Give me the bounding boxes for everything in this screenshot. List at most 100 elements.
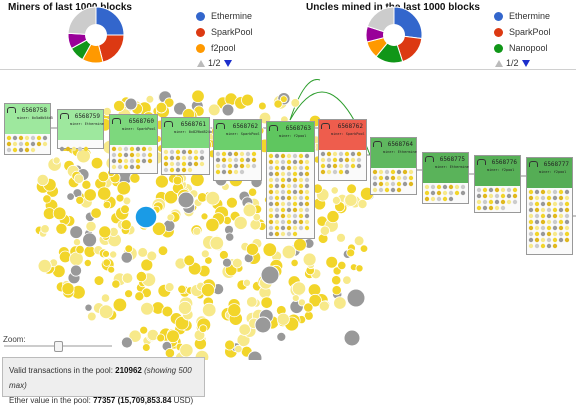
tx-dot[interactable] bbox=[6, 135, 12, 141]
transaction-coin[interactable] bbox=[279, 95, 288, 104]
transaction-coin[interactable] bbox=[241, 93, 254, 107]
tx-dot[interactable] bbox=[534, 237, 540, 243]
tx-dot[interactable] bbox=[528, 207, 534, 213]
tx-dot[interactable] bbox=[338, 157, 344, 163]
tx-dot[interactable] bbox=[540, 213, 546, 219]
transaction-coin[interactable] bbox=[120, 219, 132, 231]
transaction-coin[interactable] bbox=[331, 195, 341, 205]
tx-dot[interactable] bbox=[424, 190, 430, 196]
tx-dot[interactable] bbox=[129, 146, 135, 152]
tx-dot[interactable] bbox=[215, 151, 221, 157]
tx-dot[interactable] bbox=[500, 205, 506, 211]
tx-dot[interactable] bbox=[424, 184, 430, 190]
tx-dot[interactable] bbox=[436, 196, 442, 202]
tx-dot[interactable] bbox=[221, 169, 227, 175]
tx-dot[interactable] bbox=[123, 158, 129, 164]
tx-dot[interactable] bbox=[448, 184, 454, 190]
tx-dot[interactable] bbox=[320, 163, 326, 169]
large-transaction-coin[interactable] bbox=[247, 350, 263, 360]
large-transaction-coin[interactable] bbox=[124, 97, 138, 111]
tx-dot[interactable] bbox=[181, 161, 187, 167]
transaction-coin[interactable] bbox=[200, 212, 209, 221]
tx-dot[interactable] bbox=[512, 199, 518, 205]
tx-dot[interactable] bbox=[344, 163, 350, 169]
transaction-coin[interactable] bbox=[198, 324, 208, 333]
legend-item-ethermine[interactable]: Ethermine bbox=[196, 8, 253, 24]
tx-dot[interactable] bbox=[304, 213, 310, 219]
block-card[interactable]: 6568763 miner: f2pool bbox=[266, 121, 315, 239]
tx-dot[interactable] bbox=[274, 219, 280, 225]
tx-dot[interactable] bbox=[24, 147, 30, 153]
tx-dot[interactable] bbox=[280, 225, 286, 231]
tx-dot[interactable] bbox=[476, 187, 482, 193]
tx-dot[interactable] bbox=[552, 213, 558, 219]
tx-dot[interactable] bbox=[558, 201, 564, 207]
transaction-coin[interactable] bbox=[124, 289, 134, 299]
tx-dot[interactable] bbox=[552, 189, 558, 195]
tx-dot[interactable] bbox=[268, 183, 274, 189]
tx-dot[interactable] bbox=[564, 237, 570, 243]
tx-dot[interactable] bbox=[534, 219, 540, 225]
tx-dot[interactable] bbox=[245, 163, 251, 169]
transaction-coin[interactable] bbox=[281, 244, 297, 260]
tx-dot[interactable] bbox=[558, 231, 564, 237]
tx-dot[interactable] bbox=[274, 177, 280, 183]
tx-dot[interactable] bbox=[292, 165, 298, 171]
tx-dot[interactable] bbox=[292, 177, 298, 183]
tx-dot[interactable] bbox=[175, 161, 181, 167]
tx-dot[interactable] bbox=[344, 151, 350, 157]
block-card[interactable]: 6568764 miner: Ethermine bbox=[370, 137, 417, 195]
tx-dot[interactable] bbox=[233, 157, 239, 163]
tx-dot[interactable] bbox=[77, 146, 83, 152]
transaction-coin[interactable] bbox=[73, 238, 82, 247]
next-page-icon[interactable] bbox=[223, 59, 232, 67]
tx-dot[interactable] bbox=[564, 195, 570, 201]
tx-dot[interactable] bbox=[534, 225, 540, 231]
tx-dot[interactable] bbox=[558, 219, 564, 225]
tx-dot[interactable] bbox=[384, 187, 390, 193]
tx-dot[interactable] bbox=[534, 231, 540, 237]
transaction-coin[interactable] bbox=[227, 303, 242, 318]
tx-dot[interactable] bbox=[540, 237, 546, 243]
tx-dot[interactable] bbox=[402, 169, 408, 175]
tx-dot[interactable] bbox=[268, 213, 274, 219]
tx-dot[interactable] bbox=[12, 141, 18, 147]
tx-dot[interactable] bbox=[558, 237, 564, 243]
transaction-coin[interactable] bbox=[346, 183, 357, 195]
tx-dot[interactable] bbox=[298, 219, 304, 225]
tx-dot[interactable] bbox=[546, 237, 552, 243]
tx-dot[interactable] bbox=[402, 175, 408, 181]
tx-dot[interactable] bbox=[528, 213, 534, 219]
tx-dot[interactable] bbox=[396, 169, 402, 175]
transaction-coin[interactable] bbox=[207, 103, 221, 117]
tx-dot[interactable] bbox=[332, 151, 338, 157]
tx-dot[interactable] bbox=[147, 146, 153, 152]
tx-dot[interactable] bbox=[488, 205, 494, 211]
legend-item-ethermine[interactable]: Ethermine bbox=[494, 8, 551, 24]
tx-dot[interactable] bbox=[117, 152, 123, 158]
transaction-coin[interactable] bbox=[55, 222, 68, 235]
tx-dot[interactable] bbox=[384, 175, 390, 181]
transaction-coin[interactable] bbox=[90, 156, 104, 170]
transaction-coin[interactable] bbox=[331, 275, 342, 286]
transaction-coin[interactable] bbox=[69, 225, 83, 239]
tx-dot[interactable] bbox=[372, 187, 378, 193]
tx-dot[interactable] bbox=[286, 225, 292, 231]
tx-dot[interactable] bbox=[332, 157, 338, 163]
large-transaction-coin[interactable] bbox=[343, 329, 361, 347]
tx-dot[interactable] bbox=[24, 141, 30, 147]
transaction-coin[interactable] bbox=[40, 224, 50, 234]
tx-dot[interactable] bbox=[221, 163, 227, 169]
tx-dot[interactable] bbox=[298, 159, 304, 165]
transaction-coin[interactable] bbox=[276, 312, 290, 326]
uncles-pie-chart[interactable] bbox=[364, 5, 424, 65]
tx-dot[interactable] bbox=[528, 237, 534, 243]
transaction-coin[interactable] bbox=[319, 225, 330, 236]
tx-dot[interactable] bbox=[320, 151, 326, 157]
tx-dot[interactable] bbox=[268, 153, 274, 159]
tx-dot[interactable] bbox=[6, 147, 12, 153]
tx-dot[interactable] bbox=[274, 153, 280, 159]
transaction-coin[interactable] bbox=[273, 99, 283, 109]
large-transaction-coin[interactable] bbox=[177, 191, 195, 209]
legend-item-f2pool[interactable]: f2pool bbox=[196, 40, 253, 56]
